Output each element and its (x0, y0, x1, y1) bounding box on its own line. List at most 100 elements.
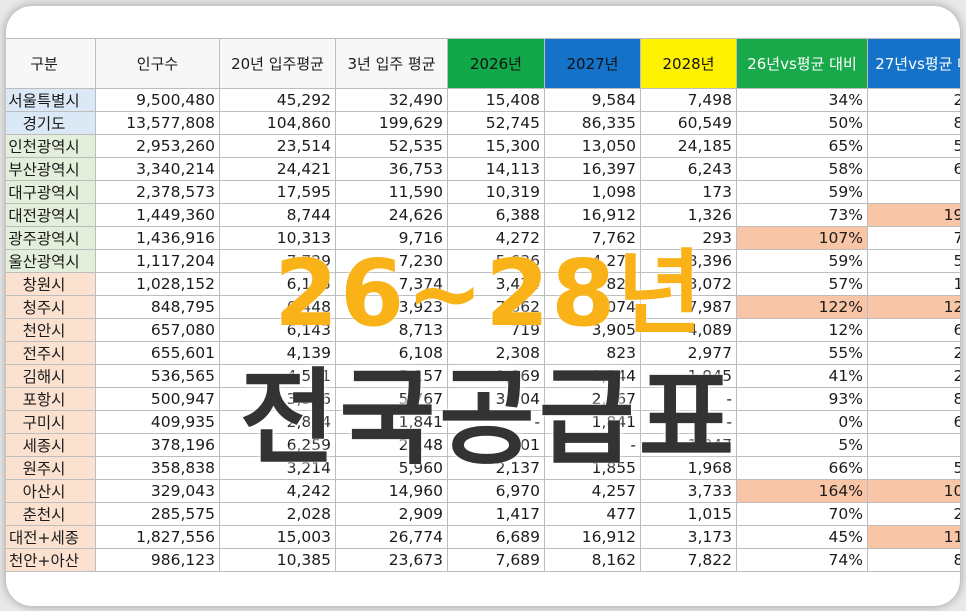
region-name: 전주시 (6, 341, 96, 365)
ratio-26-vs-avg: 74% (736, 548, 868, 572)
supply-2028: 6,243 (640, 157, 737, 181)
population: 13,577,808 (95, 111, 220, 135)
supply-2028: 173 (640, 180, 737, 204)
ratio-27-vs-avg: 58% (867, 456, 960, 480)
ratio-26-vs-avg: 57% (736, 272, 868, 296)
supply-2028: 3,173 (640, 525, 737, 549)
ratio-27-vs-avg: 64% (867, 318, 960, 342)
table-row: 대구광역시 2,378,573 17,595 11,590 10,319 1,098 173… (6, 180, 960, 204)
avg-3y: 52,535 (335, 134, 448, 158)
avg-20y: 17,595 (219, 180, 336, 204)
header-avg-20y: 20년 입주평균 (219, 38, 336, 89)
header-2027: 2027년 (544, 38, 641, 89)
supply-2028: 3,072 (640, 272, 737, 296)
supply-2027: 1,344 (544, 364, 641, 388)
ratio-27-vs-avg: 83% (867, 548, 960, 572)
supply-2026: 15,408 (447, 88, 545, 112)
population: 9,500,480 (95, 88, 220, 112)
table-row: 울산광역시 1,117,204 7,729 7,230 5,636 4,276 8,396 5… (6, 249, 960, 273)
avg-3y: 14,960 (335, 479, 448, 503)
population: 3,340,214 (95, 157, 220, 181)
ratio-27-vs-avg: 55% (867, 249, 960, 273)
ratio-26-vs-avg: 58% (736, 157, 868, 181)
region-name: 춘천시 (6, 502, 96, 526)
supply-2028: 1,945 (640, 364, 737, 388)
supply-2026: 5,636 (447, 249, 545, 273)
population: 536,565 (95, 364, 220, 388)
supply-2027: 1,855 (544, 456, 641, 480)
header-population: 인구수 (95, 38, 220, 89)
supply-2027: - (544, 433, 641, 457)
header-2028: 2028년 (640, 38, 737, 89)
table-row: 대전+세종 1,827,556 15,003 26,774 6,689 16,912 3,1… (6, 525, 960, 549)
population: 500,947 (95, 387, 220, 411)
header-avg-3y: 3년 입주 평균 (335, 38, 448, 89)
supply-2027: 8,162 (544, 548, 641, 572)
table-row: 부산광역시 3,340,214 24,421 36,753 14,113 16,397 6,… (6, 157, 960, 181)
table-row: 서울특별시 9,500,480 45,292 32,490 15,408 9,584 7,4… (6, 88, 960, 112)
overlay-title: 전국공급표 (239, 357, 739, 479)
region-name: 경기도 (6, 111, 96, 135)
ratio-27-vs-avg: 113% (867, 525, 960, 549)
ratio-27-vs-avg: 6% (867, 180, 960, 204)
avg-20y: 7,729 (219, 249, 336, 273)
avg-20y: 4,139 (219, 341, 336, 365)
population: 2,953,260 (95, 134, 220, 158)
population: 285,575 (95, 502, 220, 526)
avg-20y: 6,115 (219, 272, 336, 296)
ratio-26-vs-avg: 50% (736, 111, 868, 135)
supply-2028: 8,396 (640, 249, 737, 273)
population: 1,449,360 (95, 203, 220, 227)
avg-20y: 2,028 (219, 502, 336, 526)
supply-2028: 3,733 (640, 479, 737, 503)
ratio-26-vs-avg: 55% (736, 341, 868, 365)
ratio-27-vs-avg: 100% (867, 479, 960, 503)
supply-2028: 24,185 (640, 134, 737, 158)
region-name: 포항시 (6, 387, 96, 411)
supply-2027: 16,912 (544, 203, 641, 227)
ratio-27-vs-avg: 67% (867, 157, 960, 181)
avg-3y: 26,774 (335, 525, 448, 549)
ratio-27-vs-avg: 193% (867, 203, 960, 227)
region-name: 천안+아산 (6, 548, 96, 572)
region-name: 아산시 (6, 479, 96, 503)
region-name: 창원시 (6, 272, 96, 296)
region-name: 구미시 (6, 410, 96, 434)
population: 329,043 (95, 479, 220, 503)
ratio-26-vs-avg: 59% (736, 249, 868, 273)
region-name: 대구광역시 (6, 180, 96, 204)
avg-3y: 11,590 (335, 180, 448, 204)
ratio-26-vs-avg: 41% (736, 364, 868, 388)
supply-2027: 86,335 (544, 111, 641, 135)
ratio-27-vs-avg: 71% (867, 226, 960, 250)
supply-2027: 16,912 (544, 525, 641, 549)
avg-3y: 2,148 (335, 433, 448, 457)
population: 1,436,916 (95, 226, 220, 250)
region-name: 서울특별시 (6, 88, 96, 112)
table-row: 광주광역시 1,436,916 10,313 9,716 4,272 7,762 293 10… (6, 226, 960, 250)
supply-2026: 52,745 (447, 111, 545, 135)
header-2026: 2026년 (447, 38, 545, 89)
supply-2026: 1,417 (447, 502, 545, 526)
table-row: 청주시 848,795 6,448 23,923 7,862 8,074 7,987 122%… (6, 295, 960, 319)
population: 986,123 (95, 548, 220, 572)
avg-20y: 10,385 (219, 548, 336, 572)
supply-2026: 14,113 (447, 157, 545, 181)
ratio-27-vs-avg: 82% (867, 111, 960, 135)
header-26-vs-avg: 26년vs평균 대비 (736, 38, 868, 89)
avg-20y: 6,448 (219, 295, 336, 319)
ratio-26-vs-avg: 122% (736, 295, 868, 319)
ratio-27-vs-avg: 56% (867, 134, 960, 158)
ratio-27-vs-avg: 125% (867, 295, 960, 319)
supply-2026: 7,862 (447, 295, 545, 319)
supply-2028: 4,089 (640, 318, 737, 342)
avg-3y: 36,753 (335, 157, 448, 181)
supply-2028: 7,498 (640, 88, 737, 112)
ratio-26-vs-avg: 164% (736, 479, 868, 503)
supply-2026: 3,474 (447, 272, 545, 296)
supply-2026: 2,308 (447, 341, 545, 365)
overlay-year-range: 26~28년 (274, 240, 704, 347)
